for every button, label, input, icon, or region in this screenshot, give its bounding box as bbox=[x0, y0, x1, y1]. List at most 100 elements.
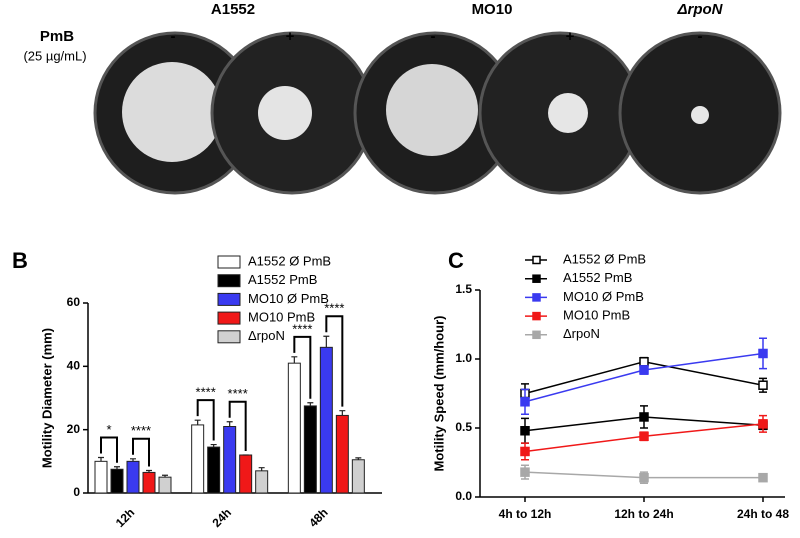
bar bbox=[207, 446, 221, 494]
bar bbox=[191, 424, 205, 494]
legend-label: MO10 Ø PmB bbox=[563, 289, 644, 304]
plates bbox=[93, 31, 782, 195]
significance-bracket bbox=[132, 437, 150, 467]
strain-label: ΔrpoN bbox=[676, 1, 723, 18]
condition: - bbox=[431, 28, 436, 45]
error-bar bbox=[130, 458, 136, 462]
x-tick-label: 48h bbox=[306, 505, 331, 530]
error-bar bbox=[162, 474, 168, 478]
y-tick-label: 0.5 bbox=[455, 420, 472, 434]
legend-label: ΔrpoN bbox=[248, 328, 285, 343]
marker bbox=[520, 446, 530, 457]
significance-label: **** bbox=[196, 385, 216, 400]
strain-label: A1552 bbox=[211, 1, 255, 18]
y-tick-label: 1.5 bbox=[455, 282, 472, 296]
error-bar bbox=[114, 466, 120, 470]
marker bbox=[520, 426, 530, 436]
legend-label: ΔrpoN bbox=[563, 326, 600, 341]
legend-label: MO10 Ø PmB bbox=[248, 291, 329, 306]
legend-label: A1552 PmB bbox=[248, 272, 317, 287]
legend-marker bbox=[532, 274, 541, 283]
y-axis-label: Motility Speed (mm/hour) bbox=[431, 316, 446, 472]
error-bar bbox=[307, 402, 314, 406]
error-bar bbox=[226, 421, 233, 427]
treatment-label: PmB bbox=[40, 28, 74, 45]
legend-swatch bbox=[217, 255, 241, 269]
marker bbox=[639, 472, 649, 483]
concentration: (25 µg/mL) bbox=[23, 48, 86, 63]
significance-label: * bbox=[106, 422, 111, 437]
legend-label: A1552 Ø PmB bbox=[563, 251, 646, 266]
legend-label: MO10 PmB bbox=[248, 310, 315, 325]
y-tick-label: 60 bbox=[67, 295, 81, 309]
significance-label: **** bbox=[324, 301, 344, 316]
bar bbox=[255, 470, 269, 494]
condition: + bbox=[566, 28, 575, 45]
y-tick-label: 1.0 bbox=[455, 351, 472, 365]
bar bbox=[319, 346, 333, 494]
legend-marker bbox=[532, 293, 541, 302]
legend-swatch bbox=[217, 330, 241, 344]
marker bbox=[639, 431, 649, 442]
marker bbox=[758, 472, 768, 483]
significance-label: **** bbox=[131, 423, 151, 438]
bar bbox=[239, 454, 253, 494]
error-bar bbox=[210, 443, 217, 448]
significance-bracket bbox=[100, 436, 118, 463]
condition: - bbox=[171, 28, 176, 45]
marker bbox=[758, 348, 768, 359]
x-tick-label: 24h bbox=[210, 505, 235, 530]
x-tick-label: 4h to 12h bbox=[499, 507, 552, 521]
bar bbox=[287, 362, 301, 494]
x-tick-label: 12h bbox=[113, 505, 138, 530]
x-tick-label: 24h to 48 bbox=[737, 507, 789, 521]
legend-label: MO10 PmB bbox=[563, 308, 630, 323]
legend-marker bbox=[532, 330, 541, 340]
error-bar bbox=[291, 356, 298, 364]
bar bbox=[126, 460, 140, 494]
bar bbox=[351, 459, 365, 494]
error-bar bbox=[258, 467, 265, 471]
panel-label: C bbox=[448, 248, 464, 273]
bar bbox=[110, 468, 124, 494]
error-bar bbox=[146, 469, 152, 473]
error-bar bbox=[194, 419, 201, 425]
y-tick-label: 0 bbox=[73, 485, 80, 499]
bar bbox=[303, 405, 317, 494]
legend-swatch bbox=[217, 292, 241, 306]
legend-marker bbox=[532, 311, 541, 321]
y-tick-label: 0.0 bbox=[455, 489, 472, 503]
marker bbox=[639, 365, 649, 375]
x-tick-label: 12h to 24h bbox=[614, 507, 673, 521]
marker bbox=[639, 357, 649, 367]
bar bbox=[158, 476, 172, 494]
legend-swatch bbox=[217, 274, 241, 288]
y-axis-label: Motility Diameter (mm) bbox=[39, 328, 54, 468]
legend-label: A1552 Ø PmB bbox=[248, 253, 331, 268]
y-tick-label: 40 bbox=[67, 359, 81, 373]
legend-marker bbox=[532, 255, 541, 265]
panel-label: B bbox=[12, 248, 28, 273]
error-bar bbox=[98, 456, 104, 462]
significance-bracket bbox=[228, 400, 247, 451]
marker bbox=[639, 412, 649, 422]
condition: - bbox=[698, 28, 703, 45]
significance-bracket bbox=[325, 315, 344, 407]
legend-swatch bbox=[217, 311, 241, 325]
bar bbox=[94, 460, 108, 494]
significance-label: **** bbox=[292, 321, 312, 336]
error-bar bbox=[339, 410, 346, 416]
bar bbox=[142, 471, 156, 494]
significance-label: **** bbox=[228, 386, 248, 401]
marker bbox=[758, 419, 768, 429]
bar bbox=[335, 414, 349, 494]
legend-label: A1552 PmB bbox=[563, 270, 632, 285]
significance-bracket bbox=[293, 335, 312, 399]
marker bbox=[520, 467, 530, 477]
error-bar bbox=[355, 457, 362, 460]
significance-bracket bbox=[196, 399, 215, 441]
y-tick-label: 20 bbox=[67, 422, 81, 436]
strain-label: MO10 bbox=[472, 1, 513, 18]
error-bar bbox=[323, 335, 330, 348]
